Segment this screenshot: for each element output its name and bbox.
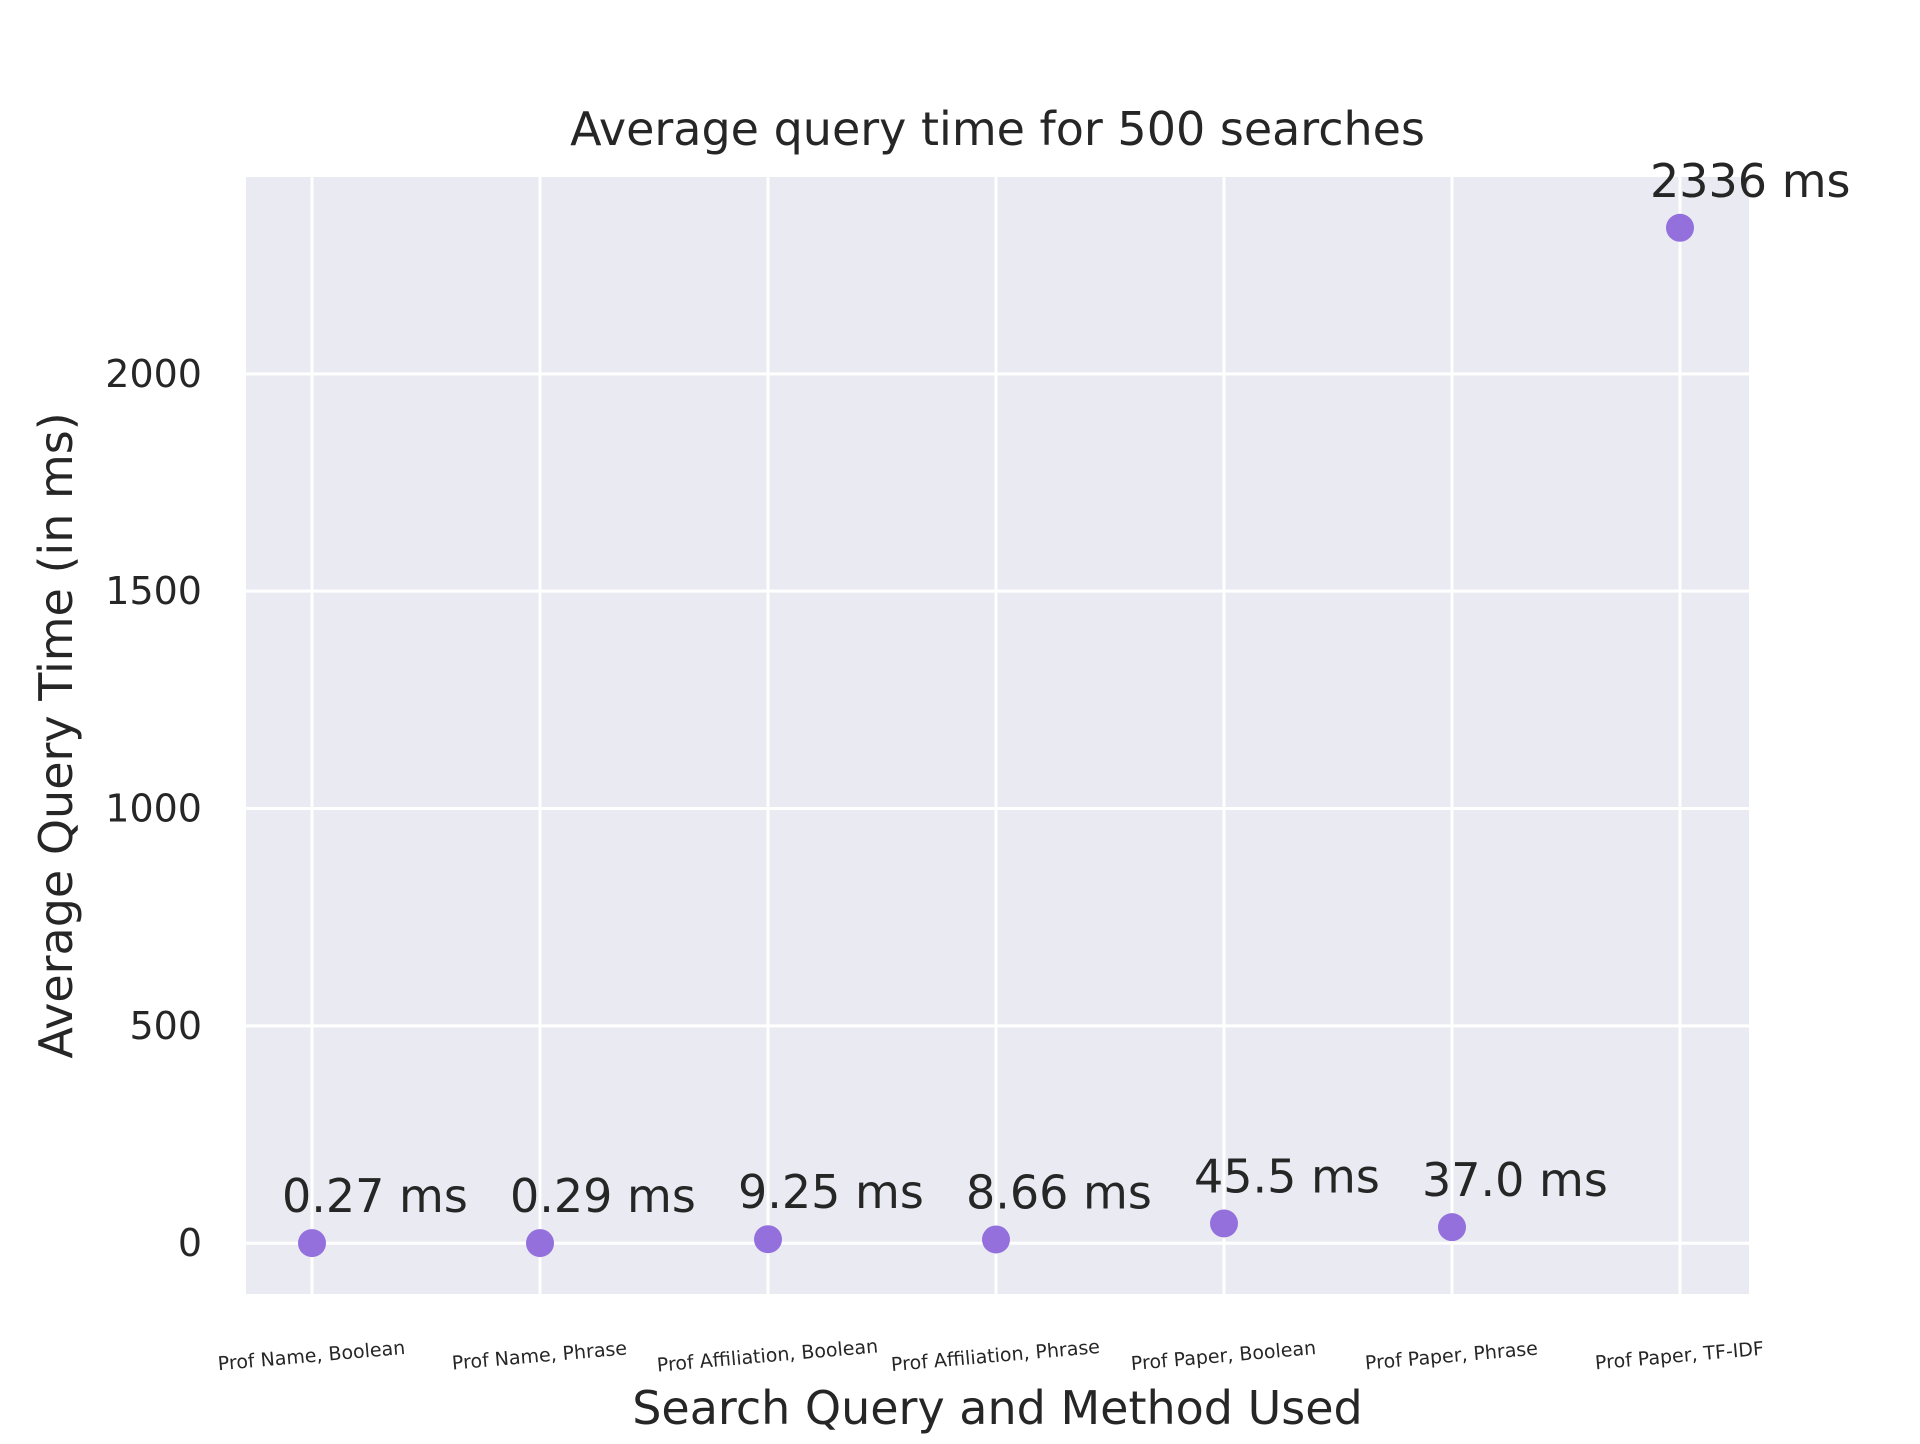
- grid-lines: [246, 177, 1749, 1294]
- data-labels: 0.27 ms 0.29 ms 9.25 ms 8.66 ms 45.5 ms 37.0 …: [282, 154, 1850, 1223]
- y-tick-label: 2000: [105, 352, 202, 396]
- x-tick-label: Prof Name, Boolean: [217, 1337, 406, 1375]
- y-tick-labels: 0 500 1000 1500 2000: [105, 352, 202, 1265]
- x-tick-label: Prof Affiliation, Phrase: [890, 1336, 1101, 1376]
- data-point: [1210, 1209, 1238, 1238]
- data-point: [298, 1229, 326, 1258]
- data-label: 9.25 ms: [738, 1165, 924, 1219]
- y-axis-label: Average Query Time (in ms): [29, 412, 83, 1058]
- data-label: 0.27 ms: [282, 1169, 468, 1223]
- data-point: [1666, 213, 1694, 242]
- data-points: [298, 213, 1694, 1258]
- data-point: [526, 1229, 554, 1258]
- data-label: 45.5 ms: [1194, 1149, 1380, 1203]
- data-point: [982, 1225, 1010, 1254]
- chart-title: Average query time for 500 searches: [570, 102, 1425, 156]
- x-tick-label: Prof Affiliation, Boolean: [656, 1335, 879, 1376]
- x-axis-label: Search Query and Method Used: [632, 1381, 1363, 1435]
- data-point: [754, 1225, 782, 1254]
- x-tick-label: Prof Paper, TF-IDF: [1594, 1338, 1765, 1375]
- data-label: 8.66 ms: [966, 1165, 1152, 1219]
- y-tick-label: 500: [129, 1004, 202, 1048]
- x-tick-label: Prof Paper, Phrase: [1364, 1338, 1539, 1375]
- data-label: 2336 ms: [1650, 154, 1850, 208]
- y-tick-label: 0: [178, 1221, 202, 1265]
- data-label: 37.0 ms: [1422, 1153, 1608, 1207]
- y-tick-label: 1000: [105, 787, 202, 831]
- x-tick-label: Prof Name, Phrase: [451, 1337, 628, 1374]
- y-tick-label: 1500: [105, 569, 202, 613]
- x-tick-labels: Prof Name, Boolean Prof Name, Phrase Prof …: [217, 1335, 1765, 1376]
- data-label: 0.29 ms: [510, 1169, 696, 1223]
- data-point: [1438, 1213, 1466, 1242]
- x-tick-label: Prof Paper, Boolean: [1130, 1337, 1317, 1375]
